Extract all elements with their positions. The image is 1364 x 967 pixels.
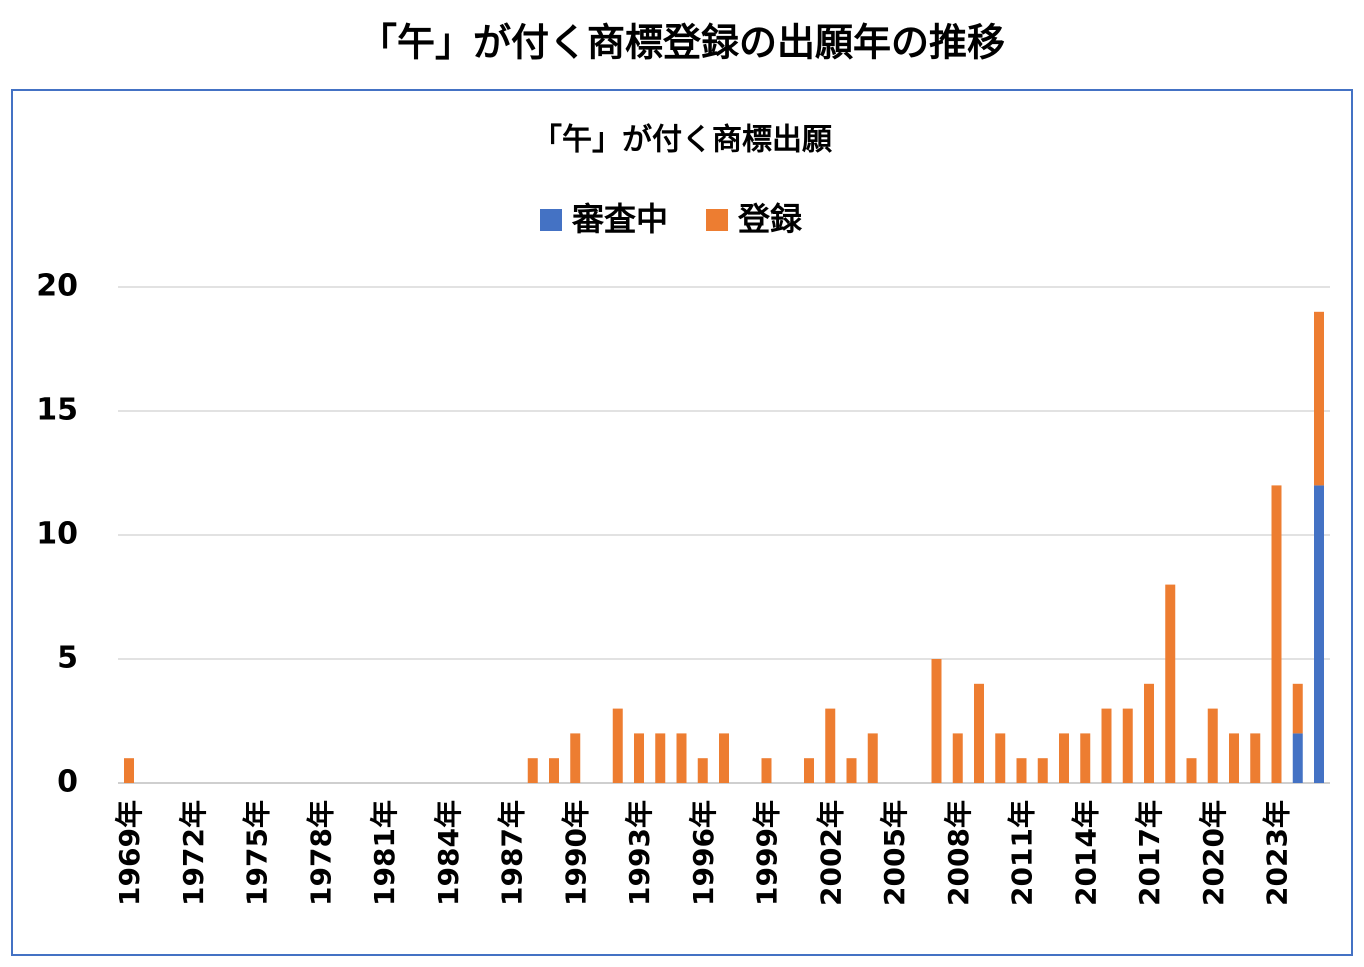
bar xyxy=(1017,758,1027,783)
bar xyxy=(1314,485,1324,783)
x-tick-label: 1975年 xyxy=(241,800,274,906)
bar xyxy=(1102,709,1112,783)
x-tick-label: 1978年 xyxy=(304,800,337,906)
x-tick-label: 2017年 xyxy=(1133,800,1166,906)
bar xyxy=(953,733,963,783)
x-tick-label: 1987年 xyxy=(496,800,529,906)
y-tick-label: 20 xyxy=(36,269,78,304)
bar xyxy=(570,733,580,783)
bar xyxy=(1208,709,1218,783)
bar xyxy=(677,733,687,783)
x-tick-label: 2002年 xyxy=(814,800,847,906)
x-tick-label: 2014年 xyxy=(1069,800,1102,906)
legend-label: 審査中 xyxy=(571,200,668,238)
chart-subtitle: 「午」が付く商標出願 xyxy=(532,123,833,158)
x-tick-label: 1984年 xyxy=(432,800,465,906)
y-tick-label: 15 xyxy=(36,393,78,428)
bar xyxy=(1038,758,1048,783)
bar xyxy=(825,709,835,783)
x-tick-label: 2020年 xyxy=(1197,800,1230,906)
bar xyxy=(974,684,984,783)
bar xyxy=(719,733,729,783)
x-tick-label: 2005年 xyxy=(878,800,911,906)
bar xyxy=(868,733,878,783)
bar xyxy=(1272,485,1282,783)
bar xyxy=(1080,733,1090,783)
x-tick-label: 1972年 xyxy=(177,800,210,906)
bar xyxy=(1144,684,1154,783)
bar xyxy=(1187,758,1197,783)
bar xyxy=(762,758,772,783)
x-tick-label: 1969年 xyxy=(113,800,146,906)
x-tick-label: 1981年 xyxy=(368,800,401,906)
bar xyxy=(847,758,857,783)
bar xyxy=(655,733,665,783)
y-tick-label: 0 xyxy=(57,765,78,800)
bar xyxy=(124,758,134,783)
bar xyxy=(1165,585,1175,783)
x-tick-label: 2011年 xyxy=(1006,800,1039,906)
x-tick-label: 1996年 xyxy=(687,800,720,906)
x-tick-label: 2023年 xyxy=(1261,800,1294,906)
bar xyxy=(1059,733,1069,783)
bar xyxy=(995,733,1005,783)
bar xyxy=(1293,684,1303,734)
bar xyxy=(613,709,623,783)
bar xyxy=(698,758,708,783)
x-tick-label: 1999年 xyxy=(751,800,784,906)
legend-label: 登録 xyxy=(737,200,803,238)
bar xyxy=(528,758,538,783)
page-title: 「午」が付く商標登録の出願年の推移 xyxy=(359,21,1005,65)
bar xyxy=(634,733,644,783)
legend-swatch xyxy=(540,209,562,231)
x-tick-label: 1993年 xyxy=(623,800,656,906)
x-tick-label: 1990年 xyxy=(559,800,592,906)
bar xyxy=(549,758,559,783)
bar xyxy=(932,659,942,783)
bar xyxy=(1314,312,1324,486)
bar xyxy=(804,758,814,783)
y-tick-label: 5 xyxy=(57,641,78,676)
bar xyxy=(1229,733,1239,783)
y-tick-label: 10 xyxy=(36,517,78,552)
legend-swatch xyxy=(706,209,728,231)
bar xyxy=(1250,733,1260,783)
bar xyxy=(1293,733,1303,783)
bar xyxy=(1123,709,1133,783)
x-tick-label: 2008年 xyxy=(942,800,975,906)
